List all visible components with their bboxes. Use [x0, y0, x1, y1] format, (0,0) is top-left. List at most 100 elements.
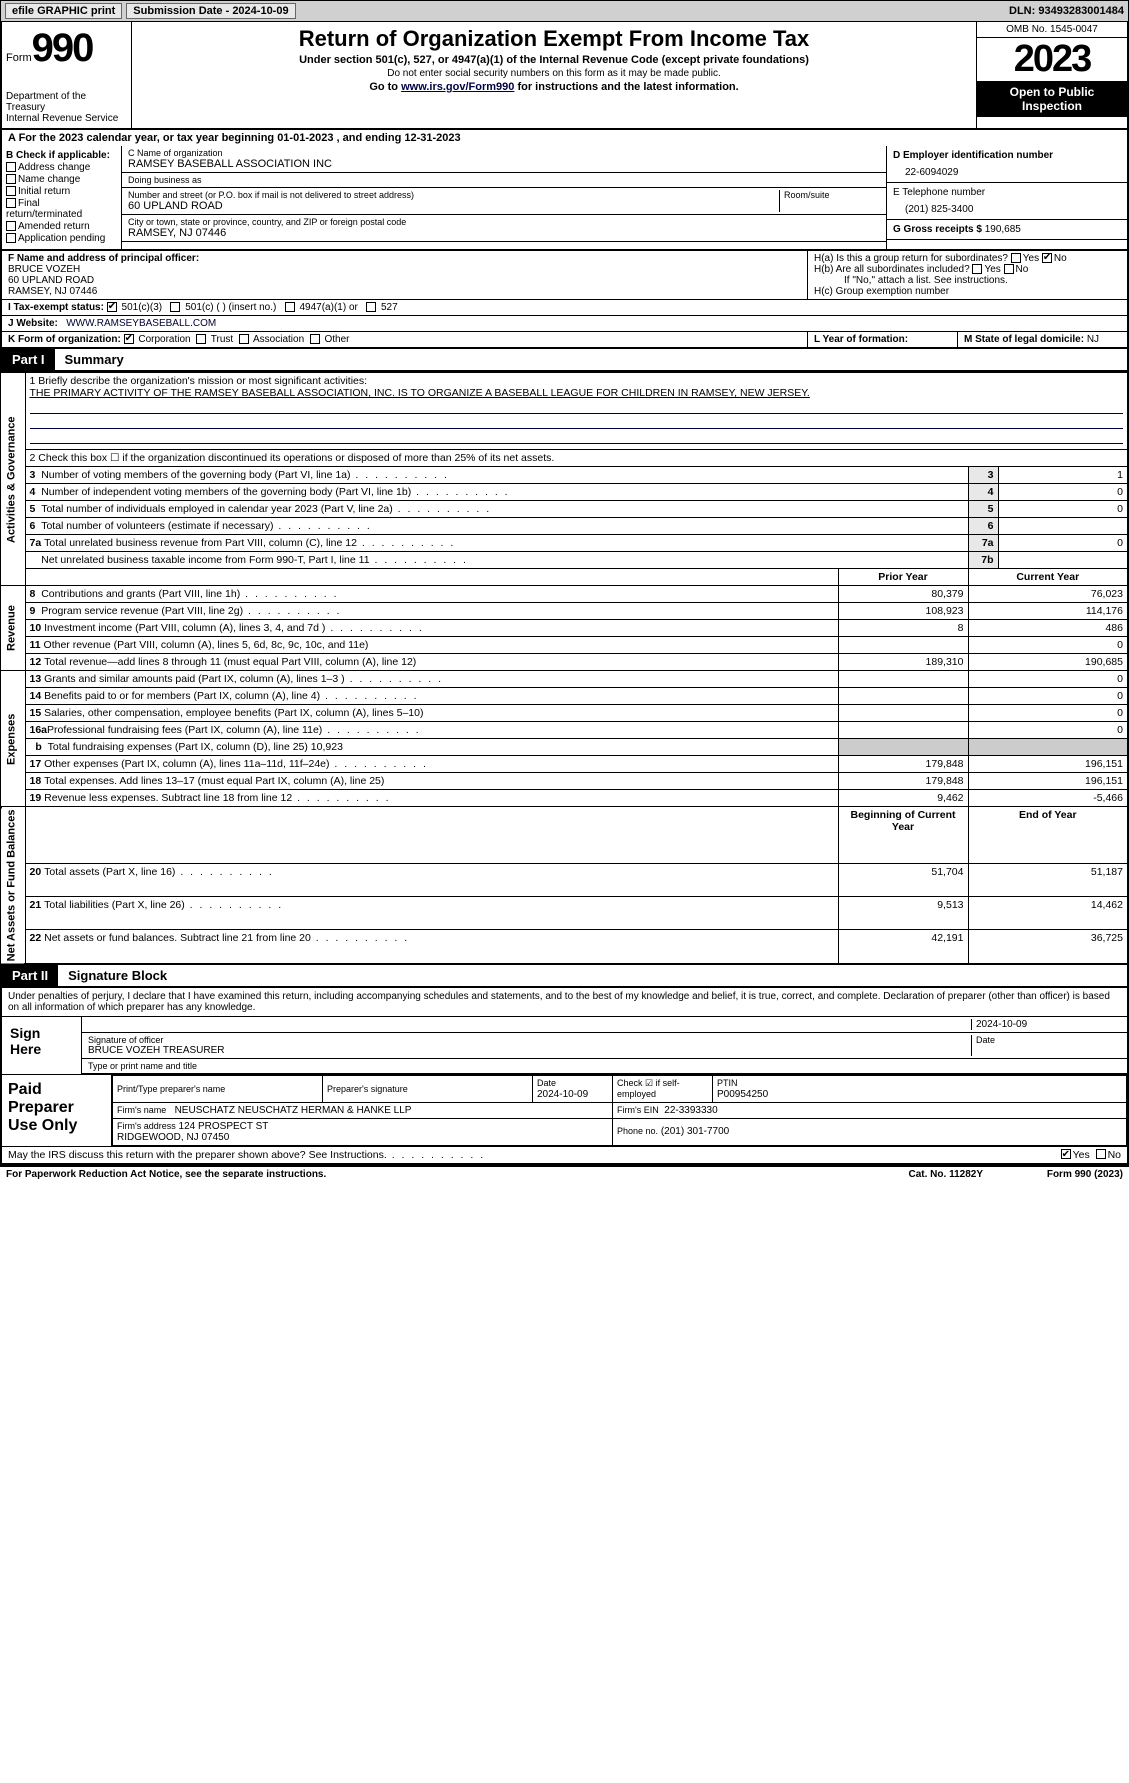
- chk-name-change[interactable]: [6, 174, 16, 184]
- chk-assoc[interactable]: [239, 334, 249, 344]
- chk-501c[interactable]: [170, 302, 180, 312]
- efile-button[interactable]: efile GRAPHIC print: [5, 3, 122, 19]
- row-klm: K Form of organization: Corporation Trus…: [0, 332, 1129, 349]
- q1-text: THE PRIMARY ACTIVITY OF THE RAMSEY BASEB…: [30, 387, 1124, 399]
- tax-year: 2023: [977, 38, 1127, 81]
- chk-4947[interactable]: [285, 302, 295, 312]
- dba-label: Doing business as: [128, 175, 880, 185]
- city-value: RAMSEY, NJ 07446: [128, 227, 880, 239]
- row-fh: F Name and address of principal officer:…: [0, 251, 1129, 300]
- subtitle-2: Do not enter social security numbers on …: [138, 68, 970, 79]
- h-c: H(c) Group exemption number: [814, 286, 1121, 297]
- dept-label: Department of the Treasury Internal Reve…: [6, 91, 127, 124]
- year-cell: OMB No. 1545-0047 2023 Open to Public In…: [977, 22, 1127, 128]
- chk-initial-return[interactable]: [6, 186, 16, 196]
- row-i-label: I Tax-exempt status:: [8, 302, 104, 313]
- sig-officer-label: Signature of officer: [88, 1035, 971, 1045]
- row-a-tax-year: A For the 2023 calendar year, or tax yea…: [0, 130, 1129, 146]
- sig-date: 2024-10-09: [971, 1019, 1121, 1030]
- paid-preparer-grid: Paid Preparer Use Only Print/Type prepar…: [2, 1074, 1127, 1146]
- summary-row-6: 6 Total number of volunteers (estimate i…: [1, 518, 1128, 535]
- phone-value: (201) 825-3400: [893, 198, 1121, 215]
- gross-label: G Gross receipts $: [893, 224, 982, 235]
- chk-hb-no[interactable]: [1004, 264, 1014, 274]
- org-name: RAMSEY BASEBALL ASSOCIATION INC: [128, 158, 880, 170]
- chk-other[interactable]: [310, 334, 320, 344]
- row-m-value: NJ: [1087, 334, 1099, 345]
- form-footer: Form 990 (2023): [983, 1169, 1123, 1180]
- signature-block: Under penalties of perjury, I declare th…: [0, 988, 1129, 1165]
- part-2-header: Part II Signature Block: [0, 965, 1129, 988]
- chk-ha-yes[interactable]: [1011, 253, 1021, 263]
- summary-table: Activities & Governance 1 Briefly descri…: [0, 372, 1129, 965]
- ein-value: 22-6094029: [893, 161, 1121, 178]
- street-value: 60 UPLAND ROAD: [128, 200, 779, 212]
- row-j: J Website: WWW.RAMSEYBASEBALL.COM: [0, 316, 1129, 332]
- part-2-title: Signature Block: [58, 965, 177, 986]
- chk-amended[interactable]: [6, 221, 16, 231]
- row-i: I Tax-exempt status: 501(c)(3) 501(c) ( …: [0, 300, 1129, 316]
- type-label: Type or print name and title: [82, 1059, 1127, 1074]
- form-number: 990: [32, 26, 93, 70]
- summary-row-3: 3 Number of voting members of the govern…: [1, 467, 1128, 484]
- chk-discuss-no[interactable]: [1096, 1149, 1106, 1159]
- row-k-label: K Form of organization:: [8, 334, 121, 345]
- gross-value: 190,685: [985, 224, 1021, 235]
- date-label: Date: [971, 1035, 1121, 1056]
- chk-final-return[interactable]: [6, 198, 16, 208]
- section-bcd: B Check if applicable: Address change Na…: [0, 146, 1129, 251]
- subtitle-3: Go to www.irs.gov/Form990 for instructio…: [138, 81, 970, 93]
- box-f-label: F Name and address of principal officer:: [8, 253, 801, 264]
- firm-ein: 22-3393330: [664, 1105, 717, 1116]
- summary-row-5: 5 Total number of individuals employed i…: [1, 501, 1128, 518]
- discuss-row: May the IRS discuss this return with the…: [2, 1146, 1127, 1163]
- form-label: Form: [6, 52, 32, 64]
- phone-label: E Telephone number: [893, 187, 1121, 198]
- hdr-end: End of Year: [968, 807, 1128, 864]
- chk-pending[interactable]: [6, 233, 16, 243]
- ein-label: D Employer identification number: [893, 150, 1121, 161]
- paid-preparer-label: Paid Preparer Use Only: [2, 1075, 112, 1146]
- ptin-value: P00954250: [717, 1089, 768, 1100]
- chk-trust[interactable]: [196, 334, 206, 344]
- website-link[interactable]: WWW.RAMSEYBASEBALL.COM: [66, 318, 216, 329]
- firm-name: NEUSCHATZ NEUSCHATZ HERMAN & HANKE LLP: [175, 1105, 412, 1116]
- row-m-label: M State of legal domicile:: [964, 334, 1084, 345]
- q1-label: 1 Briefly describe the organization's mi…: [30, 375, 1124, 387]
- row-j-label: J Website:: [8, 318, 58, 329]
- side-activities: Activities & Governance: [1, 373, 25, 586]
- subtitle-1: Under section 501(c), 527, or 4947(a)(1)…: [138, 54, 970, 66]
- top-bar: efile GRAPHIC print Submission Date - 20…: [0, 0, 1129, 22]
- omb-number: OMB No. 1545-0047: [977, 22, 1127, 38]
- h-a: H(a) Is this a group return for subordin…: [814, 253, 1121, 264]
- form-header: Form990 Department of the Treasury Inter…: [0, 22, 1129, 130]
- form-number-cell: Form990 Department of the Treasury Inter…: [2, 22, 132, 128]
- chk-ha-no[interactable]: [1042, 253, 1052, 263]
- part-2-label: Part II: [2, 965, 58, 986]
- chk-hb-yes[interactable]: [972, 264, 982, 274]
- q2: 2 Check this box ☐ if the organization d…: [25, 450, 1128, 467]
- page-footer: For Paperwork Reduction Act Notice, see …: [0, 1165, 1129, 1182]
- submission-date-button[interactable]: Submission Date - 2024-10-09: [126, 3, 295, 19]
- officer-name: BRUCE VOZEH: [8, 264, 801, 275]
- chk-address-change[interactable]: [6, 162, 16, 172]
- chk-527[interactable]: [366, 302, 376, 312]
- chk-corp[interactable]: [124, 334, 134, 344]
- irs-link[interactable]: www.irs.gov/Form990: [401, 81, 514, 93]
- paperwork-notice: For Paperwork Reduction Act Notice, see …: [6, 1169, 326, 1180]
- street-label: Number and street (or P.O. box if mail i…: [128, 190, 779, 200]
- hdr-current: Current Year: [968, 569, 1128, 586]
- side-net-assets: Net Assets or Fund Balances: [1, 807, 25, 964]
- box-b: B Check if applicable: Address change Na…: [2, 146, 122, 249]
- part-1-header: Part I Summary: [0, 349, 1129, 372]
- side-revenue: Revenue: [1, 586, 25, 671]
- row-l-label: L Year of formation:: [814, 334, 908, 345]
- box-c: C Name of organization RAMSEY BASEBALL A…: [122, 146, 887, 249]
- title-cell: Return of Organization Exempt From Incom…: [132, 22, 977, 128]
- chk-discuss-yes[interactable]: [1061, 1149, 1071, 1159]
- box-d: D Employer identification number 22-6094…: [887, 146, 1127, 249]
- officer-street: 60 UPLAND ROAD: [8, 275, 801, 286]
- box-f: F Name and address of principal officer:…: [2, 251, 807, 299]
- chk-501c3[interactable]: [107, 302, 117, 312]
- firm-phone: (201) 301-7700: [661, 1126, 729, 1137]
